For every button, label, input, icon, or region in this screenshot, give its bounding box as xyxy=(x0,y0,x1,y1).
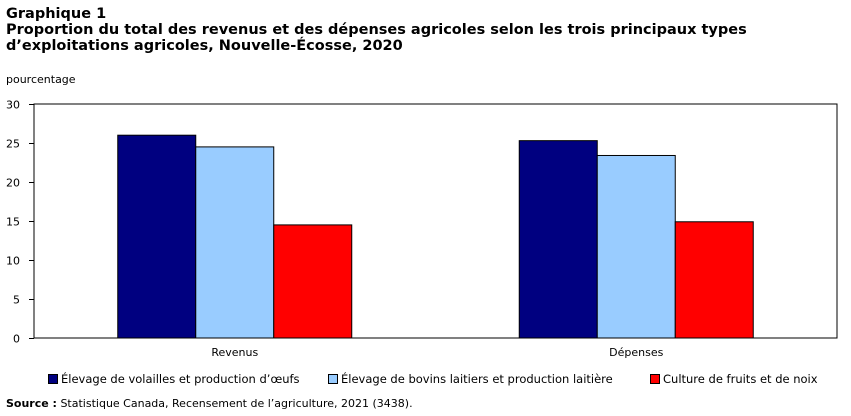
y-tick-label: 15 xyxy=(6,216,20,229)
bar xyxy=(117,134,197,339)
y-tick-label: 0 xyxy=(13,333,20,346)
bar xyxy=(273,224,353,339)
bar xyxy=(195,146,275,339)
legend-item-bovins-laitiers: Élevage de bovins laitiers et production… xyxy=(328,372,613,386)
legend-label-fruits-noix: Culture de fruits et de noix xyxy=(663,372,818,386)
bar xyxy=(518,140,598,339)
legend-swatch-fruits-noix xyxy=(650,373,660,384)
bar-chart: 0 5 10 15 20 25 30 Revenus Dépenses xyxy=(6,99,838,359)
legend-item-fruits-noix: Culture de fruits et de noix xyxy=(650,372,818,386)
source-text: Statistique Canada, Recensement de l’agr… xyxy=(60,397,413,410)
legend-label-volailles: Élevage de volailles et production d’œuf… xyxy=(61,372,300,386)
legend-swatch-volailles xyxy=(48,373,58,384)
y-axis-unit-label: pourcentage xyxy=(6,73,76,86)
bar xyxy=(596,154,676,339)
y-tick-label: 10 xyxy=(6,255,20,268)
source-note: Source : Statistique Canada, Recensement… xyxy=(6,397,413,410)
x-category-label: Dépenses xyxy=(609,346,663,359)
x-category-label: Revenus xyxy=(211,346,258,359)
y-tick-label: 5 xyxy=(13,294,20,307)
source-label: Source : xyxy=(6,397,57,410)
chart-title: Proportion du total des revenus et des d… xyxy=(6,22,747,54)
y-tick-label: 20 xyxy=(6,177,20,190)
y-tick-label: 30 xyxy=(6,99,20,112)
chart-header: Graphique 1 Proportion du total des reve… xyxy=(6,6,846,54)
graph-label: Graphique 1 xyxy=(6,6,107,22)
legend-item-volailles: Élevage de volailles et production d’œuf… xyxy=(48,372,300,386)
legend-swatch-bovins-laitiers xyxy=(328,373,338,384)
chart-legend: Élevage de volailles et production d’œuf… xyxy=(0,372,851,386)
legend-label-bovins-laitiers: Élevage de bovins laitiers et production… xyxy=(341,372,613,386)
y-tick-label: 25 xyxy=(6,138,20,151)
bar xyxy=(674,221,754,339)
